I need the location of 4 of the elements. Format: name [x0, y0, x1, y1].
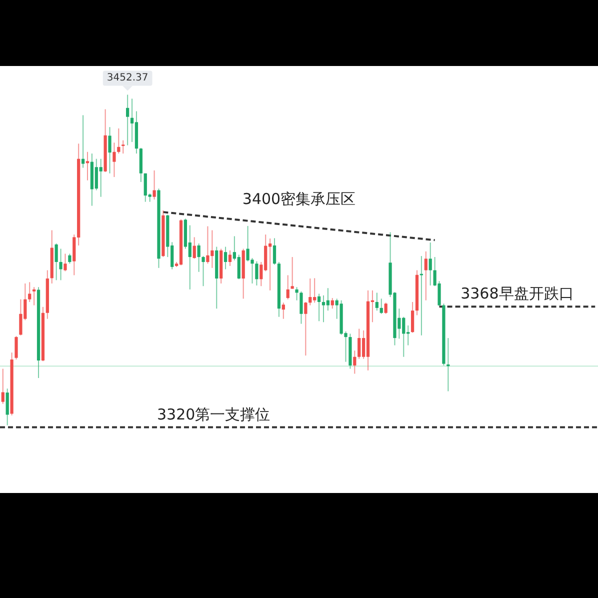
annotation: 3452.37: [106, 72, 148, 84]
series-label: 3368早盘开跌口: [460, 284, 574, 303]
series-label: 3400密集承压区: [242, 190, 356, 208]
ref-line-label: 3320第一支撑位: [157, 405, 270, 424]
